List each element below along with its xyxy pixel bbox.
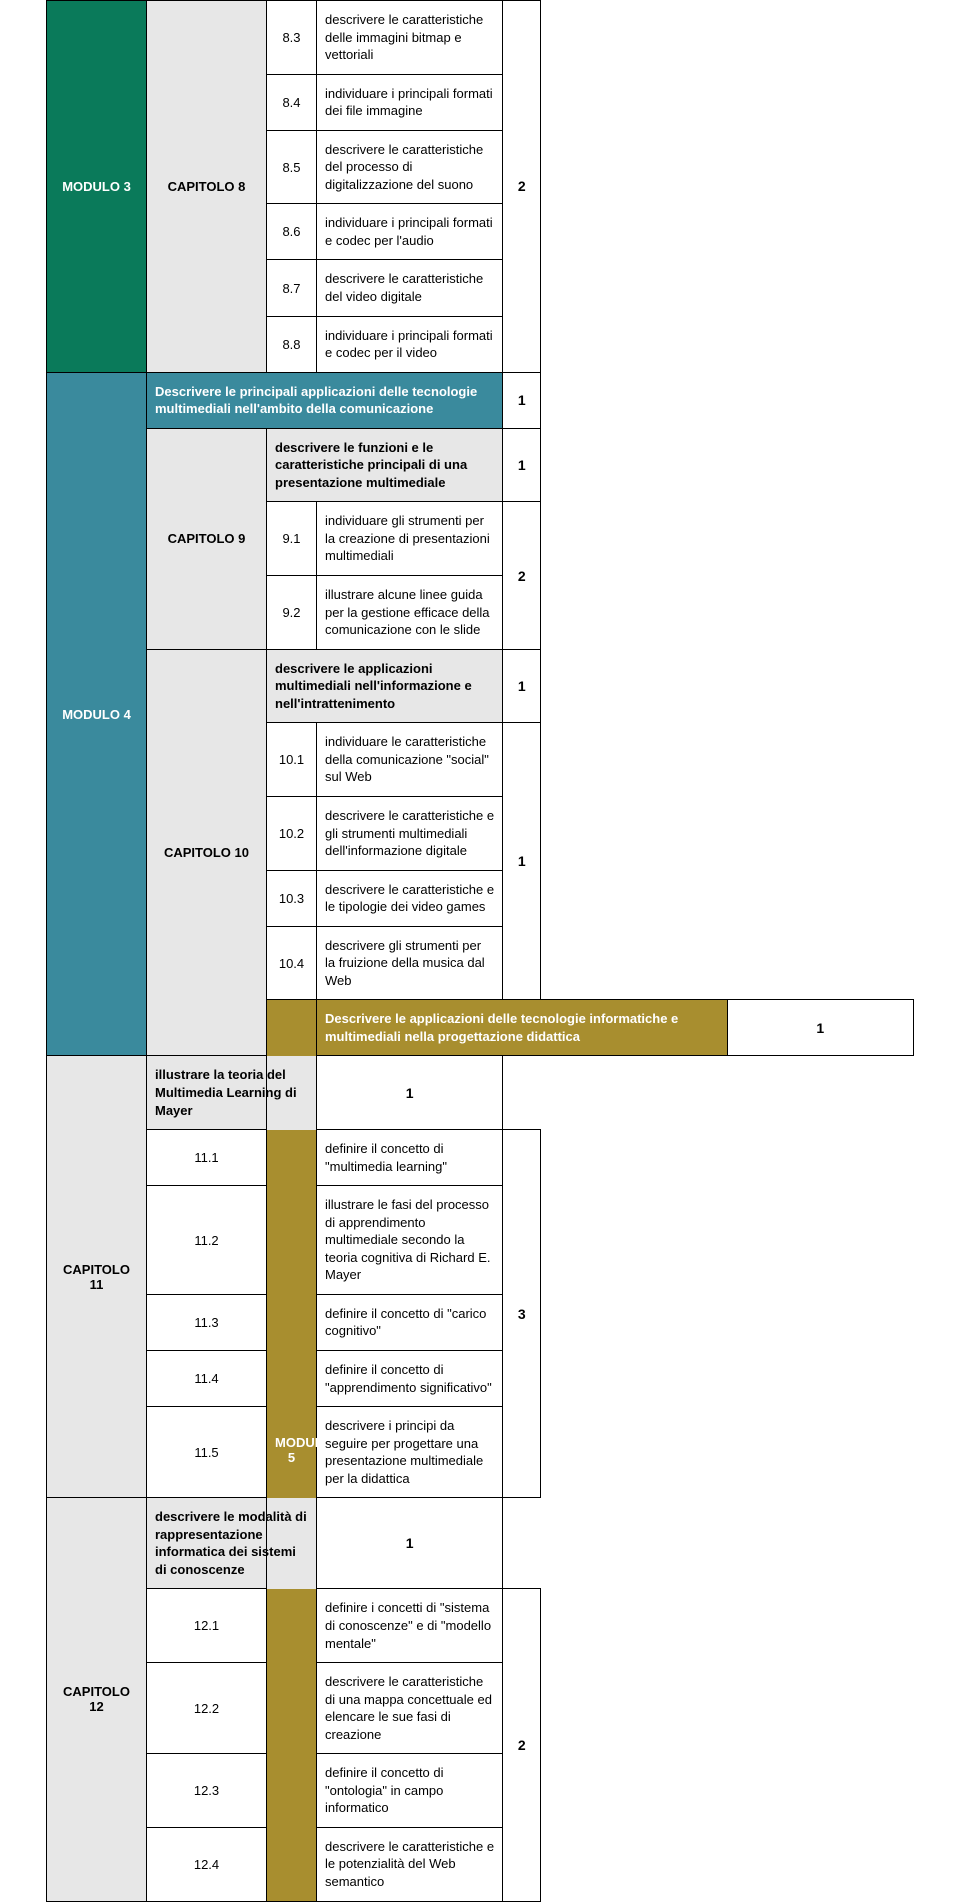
row-num: 10.3 xyxy=(267,870,317,926)
value-cell: 1 xyxy=(317,1498,503,1589)
mod5-header: Descrivere le applicazioni delle tecnolo… xyxy=(317,1000,728,1056)
row-desc: definire i concetti di "sistema di conos… xyxy=(317,1589,503,1663)
row-desc: definire il concetto di "multimedia lear… xyxy=(317,1130,503,1186)
row-desc: descrivere le caratteristiche del video … xyxy=(317,260,503,316)
row-desc: illustrare alcune linee guida per la ges… xyxy=(317,576,503,650)
row-num: 8.5 xyxy=(267,130,317,204)
row-desc: descrivere le caratteristiche del proces… xyxy=(317,130,503,204)
value-cell: 1 xyxy=(503,723,541,1000)
value-cell: 1 xyxy=(503,372,541,428)
module-5-label: MODULO 5 xyxy=(267,1000,317,1901)
mod5-sub1: illustrare la teoria del Multimedia Lear… xyxy=(147,1056,317,1130)
chapter-9-label: CAPITOLO 9 xyxy=(147,428,267,649)
row-desc: descrivere i principi da seguire per pro… xyxy=(317,1407,503,1498)
row-num: 9.2 xyxy=(267,576,317,650)
mod4-header: Descrivere le principali applicazioni de… xyxy=(147,372,503,428)
row-num: 11.4 xyxy=(147,1350,267,1406)
mod4-sub2: descrivere le applicazioni multimediali … xyxy=(267,649,503,723)
row-desc: descrivere le caratteristiche e gli stru… xyxy=(317,796,503,870)
row-desc: definire il concetto di "ontologia" in c… xyxy=(317,1754,503,1828)
row-num: 12.2 xyxy=(147,1663,267,1754)
syllabus-table: MODULO 3 CAPITOLO 8 8.3 descrivere le ca… xyxy=(46,0,914,1902)
value-cell: 1 xyxy=(503,428,541,502)
value-cell: 1 xyxy=(317,1056,503,1130)
row-num: 8.4 xyxy=(267,74,317,130)
value-cell: 2 xyxy=(503,502,541,649)
value-cell: 2 xyxy=(503,1589,541,1901)
row-num: 8.7 xyxy=(267,260,317,316)
row-num: 11.3 xyxy=(147,1294,267,1350)
row-num: 12.1 xyxy=(147,1589,267,1663)
row-desc: individuare le caratteristiche della com… xyxy=(317,723,503,797)
value-cell: 1 xyxy=(503,649,541,723)
chapter-11-label: CAPITOLO 11 xyxy=(47,1056,147,1498)
chapter-8-label: CAPITOLO 8 xyxy=(147,1,267,373)
row-desc: individuare i principali formati e codec… xyxy=(317,316,503,372)
row-num: 11.5 xyxy=(147,1407,267,1498)
row-desc: descrivere le caratteristiche e le tipol… xyxy=(317,870,503,926)
mod4-sub1: descrivere le funzioni e le caratteristi… xyxy=(267,428,503,502)
value-cell: 2 xyxy=(503,1,541,373)
value-cell: 3 xyxy=(503,1130,541,1498)
row-desc: individuare i principali formati dei fil… xyxy=(317,74,503,130)
mod5-sub2: descrivere le modalità di rappresentazio… xyxy=(147,1498,317,1589)
row-num: 8.3 xyxy=(267,1,317,75)
row-desc: descrivere le caratteristiche delle imma… xyxy=(317,1,503,75)
row-num: 10.1 xyxy=(267,723,317,797)
row-desc: descrivere le caratteristiche e le poten… xyxy=(317,1827,503,1901)
row-num: 11.1 xyxy=(147,1130,267,1186)
chapter-10-label: CAPITOLO 10 xyxy=(147,649,267,1056)
row-num: 10.2 xyxy=(267,796,317,870)
row-desc: descrivere gli strumenti per la fruizion… xyxy=(317,926,503,1000)
row-num: 8.8 xyxy=(267,316,317,372)
row-desc: individuare i principali formati e codec… xyxy=(317,204,503,260)
value-cell: 1 xyxy=(727,1000,913,1056)
row-desc: individuare gli strumenti per la creazio… xyxy=(317,502,503,576)
row-desc: illustrare le fasi del processo di appre… xyxy=(317,1186,503,1295)
row-num: 8.6 xyxy=(267,204,317,260)
row-num: 11.2 xyxy=(147,1186,267,1295)
module-3-label: MODULO 3 xyxy=(47,1,147,373)
page-container: MODULO 3 CAPITOLO 8 8.3 descrivere le ca… xyxy=(0,0,960,1902)
row-desc: descrivere le caratteristiche di una map… xyxy=(317,1663,503,1754)
row-desc: definire il concetto di "apprendimento s… xyxy=(317,1350,503,1406)
row-num: 12.4 xyxy=(147,1827,267,1901)
row-num: 12.3 xyxy=(147,1754,267,1828)
row-num: 10.4 xyxy=(267,926,317,1000)
chapter-12-label: CAPITOLO 12 xyxy=(47,1498,147,1901)
module-4-label: MODULO 4 xyxy=(47,372,147,1056)
row-num: 9.1 xyxy=(267,502,317,576)
row-desc: definire il concetto di "carico cognitiv… xyxy=(317,1294,503,1350)
